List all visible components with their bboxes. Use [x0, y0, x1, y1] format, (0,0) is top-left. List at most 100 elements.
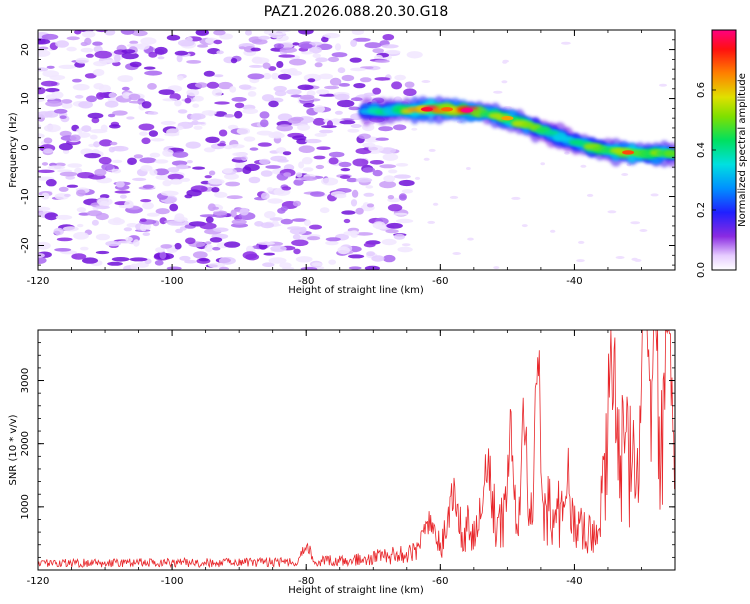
spectrogram-noise-cell: [218, 129, 228, 137]
spectrogram-noise-cell: [76, 207, 87, 213]
spectrogram-noise-cell: [38, 38, 51, 45]
spectrogram-noise-cell: [139, 131, 148, 136]
spectrogram-noise-cell: [199, 214, 218, 218]
spectrogram-noise-cell: [41, 33, 59, 40]
spectrogram-noise-cell: [204, 175, 212, 179]
spectrogram-noise-cell: [166, 248, 178, 253]
spectrogram-noise-cell: [449, 195, 459, 199]
spectrogram-noise-cell: [162, 179, 172, 187]
x-tick-label: -100: [161, 276, 184, 287]
spectrogram-noise-cell: [74, 94, 84, 99]
y-tick-label: -20: [20, 237, 31, 253]
spectrogram-noise-cell: [276, 124, 294, 132]
spectrogram-noise-cell: [41, 192, 50, 200]
spectrogram-noise-cell: [245, 30, 252, 36]
spectrogram-noise-cell: [177, 39, 195, 47]
spectrogram-noise-cell: [242, 108, 259, 114]
spectrogram-noise-cell: [169, 178, 183, 185]
spectrogram-noise-cell: [127, 157, 137, 165]
spectrogram-noise-cell: [175, 164, 189, 170]
spectrogram-noise-cell: [650, 193, 659, 197]
spectrogram-noise-cell: [381, 238, 397, 246]
colorbar-ticks: 0.0 0.2 0.4 0.6: [696, 82, 716, 278]
spectrogram-noise-cell: [372, 169, 383, 177]
spectrogram-noise-cell: [155, 208, 170, 215]
spectrogram-noise-cell: [38, 49, 51, 57]
colorbar: 0.0 0.2 0.4 0.6 Normalized spectral amplitu…: [696, 29, 748, 278]
spectrogram-noise-cell: [372, 87, 382, 95]
spectrogram-noise-cell: [213, 210, 228, 216]
spectrogram-noise-cell: [59, 130, 72, 137]
spectrogram-noise-cell: [366, 203, 375, 208]
spectrogram-noise-cell: [204, 241, 212, 245]
spectrogram-noise-cell: [114, 190, 131, 194]
spectrogram-noise-cell: [300, 176, 318, 181]
spectrogram-noise-cell: [142, 202, 154, 210]
spectrogram-noise-cell: [173, 216, 188, 222]
spectrogram-noise-cell: [351, 189, 359, 198]
spectrogram-noise-cell: [292, 135, 307, 141]
spectrogram-noise-cell: [72, 83, 90, 91]
spectrogram-noise-cell: [128, 100, 146, 104]
spectrogram-noise-cell: [325, 240, 339, 246]
spectrogram-noise-cell: [379, 180, 397, 189]
spectrogram-noise-cell: [81, 30, 96, 38]
spectrogram-noise-cell: [631, 257, 638, 261]
spectrogram-noise-cell: [129, 61, 142, 68]
spectrogram-noise-cell: [659, 83, 667, 87]
spectrogram-noise-cell: [78, 101, 93, 109]
spectrogram-noise-cell: [214, 101, 230, 105]
spectrogram-noise-cell: [393, 212, 408, 216]
spectrogram-noise-cell: [129, 40, 139, 45]
spectrogram-noise-cell: [55, 214, 73, 220]
spectrogram-noise-cell: [328, 259, 337, 265]
spectrogram-noise-cell: [421, 80, 431, 83]
spectrogram-noise-cell: [140, 223, 147, 232]
spectrogram-noise-cell: [92, 41, 103, 46]
spectrogram-noise-cell: [351, 30, 365, 35]
spectrogram-noise-cell: [77, 172, 95, 179]
spectrogram-noise-cell: [64, 193, 71, 197]
spectrogram-noise-cell: [177, 75, 184, 81]
spectrogram-noise-cell: [130, 263, 139, 270]
spectrogram-noise-cell: [321, 177, 339, 186]
spectrogram-noise-cell: [423, 157, 430, 161]
spectrogram-noise-cell: [328, 151, 345, 158]
spectrogram-noise-cell: [350, 39, 357, 47]
spectrogram-noise-cell: [207, 203, 216, 211]
spectrogram-noise-cell: [386, 222, 403, 229]
spectrogram-noise-cell: [262, 262, 275, 268]
spectrogram-noise-cell: [58, 143, 73, 151]
spectrogram-noise-cell: [53, 227, 64, 236]
spectrogram-noise-cell: [301, 51, 314, 55]
spectrogram-noise-cell: [62, 226, 79, 232]
spectrogram-noise-cell: [242, 251, 258, 260]
spectrogram-noise-cell: [154, 260, 164, 266]
spectrogram-noise-cell: [290, 94, 303, 98]
spectrogram-noise-cell: [93, 141, 101, 148]
spectrogram-noise-cell: [76, 128, 83, 134]
spectrogram-noise-cell: [203, 70, 215, 77]
spectrogram-noise-cell: [319, 129, 334, 134]
spectrogram-noise-cell: [91, 117, 100, 124]
spectrogram-noise-cell: [319, 207, 330, 214]
spectrogram-noise-cell: [174, 242, 182, 250]
spectrogram-noise-cell: [174, 100, 182, 107]
spectrogram-noise-cell: [148, 130, 158, 137]
spectrogram-noise-cell: [82, 257, 98, 264]
spectrogram-noise-cell: [209, 237, 223, 243]
spectrogram-noise-cell: [282, 151, 292, 156]
spectrogram-noise-cell: [112, 159, 123, 164]
spectrogram-noise-cell: [155, 247, 165, 253]
spectrogram-noise-cell: [411, 127, 418, 131]
spectrogram-noise-cell: [89, 134, 98, 140]
x-tick-label: -120: [27, 276, 50, 287]
spectrogram-noise-cell: [341, 74, 355, 82]
spectrogram-noise-cell: [298, 161, 305, 169]
spectrogram-noise-cell: [45, 88, 60, 93]
spectrogram-noise-cell: [467, 237, 474, 241]
spectrogram-noise-cell: [334, 193, 347, 199]
spectrogram-noise-cell: [580, 164, 587, 168]
spectrogram-noise-cell: [257, 241, 276, 245]
spectrogram-noise-cell: [112, 110, 128, 116]
